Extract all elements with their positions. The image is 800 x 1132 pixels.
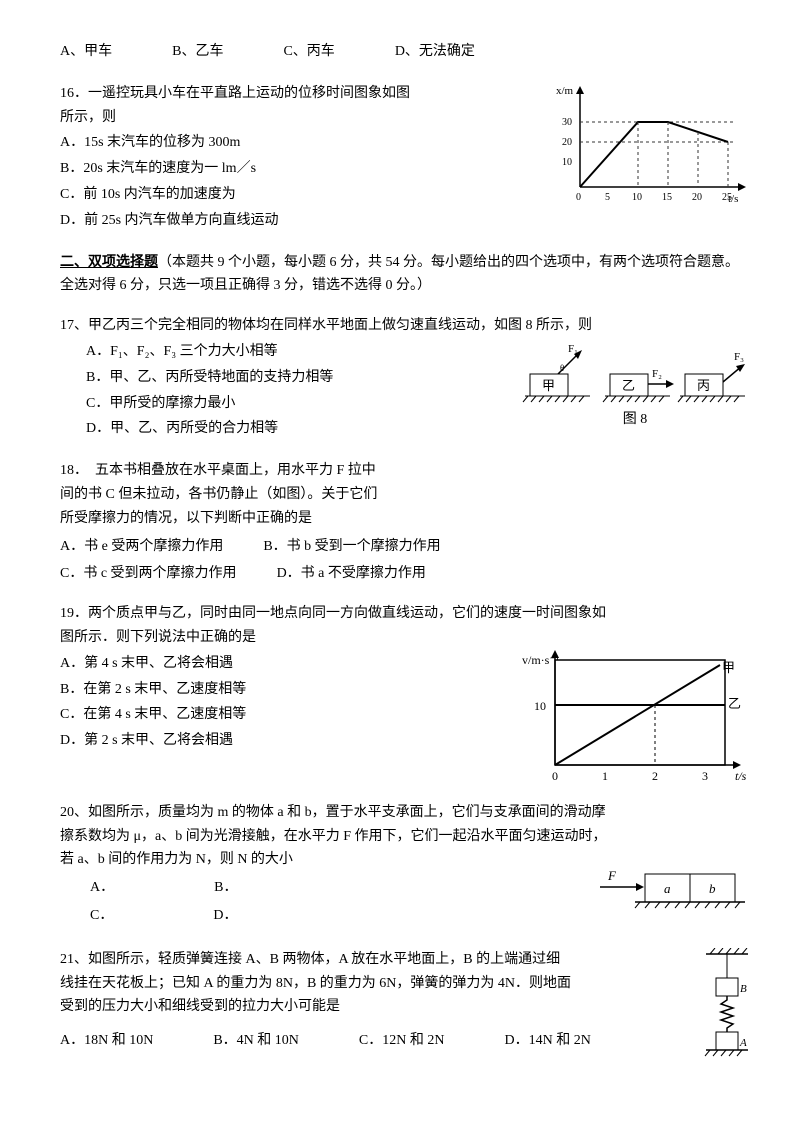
question-21: B A 21、如图所示，轻质弹簧连接 A、B 两物体，A 放在水平地面上，B 的… [60, 948, 750, 1068]
svg-text:t/s: t/s [735, 769, 747, 783]
q20-choice-c: C． [90, 904, 113, 928]
q20-choice-a: A． [90, 876, 114, 900]
q18-choice-b: B．书 b 受到一个摩擦力作用 [263, 535, 440, 559]
svg-text:0: 0 [576, 192, 581, 203]
option-c: C、丙车 [283, 40, 334, 64]
question15-options: A、甲车 B、乙车 C、丙车 D、无法确定 [60, 40, 750, 64]
svg-text:v/m·s⁻¹: v/m·s⁻¹ [522, 653, 560, 667]
svg-text:θ: θ [560, 363, 564, 373]
q16-graph: x/m t/s 10 20 30 0 5 10 15 20 25 [550, 82, 750, 207]
option-b: B、乙车 [172, 40, 223, 64]
option-d: D、无法确定 [395, 40, 475, 64]
ylabel: x/m [556, 85, 574, 97]
q18-stem-1: 18． 五本书相叠放在水平桌面上，用水平力 F 拉中 [60, 459, 750, 483]
svg-text:B: B [740, 983, 747, 995]
q17-fig-caption: 图 8 [520, 408, 750, 432]
question-19: 19．两个质点甲与乙，同时由同一地点向同一方向做直线运动，它们的速度一时间图象如… [60, 602, 750, 785]
svg-text:b: b [709, 881, 716, 896]
svg-text:F₃: F₃ [734, 351, 744, 363]
q19-stem-2: 图所示．则下列说法中正确的是 [60, 626, 750, 650]
svg-text:a: a [664, 881, 671, 896]
svg-text:甲: 甲 [722, 660, 735, 675]
q21-stem-1: 21、如图所示，轻质弹簧连接 A、B 两物体，A 放在水平地面上，B 的上端通过… [60, 948, 750, 972]
question-16: x/m t/s 10 20 30 0 5 10 15 20 25 16．一遥控玩… [60, 82, 750, 235]
q21-figure: B A [704, 948, 750, 1068]
svg-text:2: 2 [652, 769, 658, 783]
q20-choice-d: D． [213, 904, 237, 928]
q21-choice-c: C．12N 和 2N [359, 1029, 445, 1053]
svg-text:25: 25 [722, 192, 732, 203]
q21-choice-d: D．14N 和 2N [504, 1029, 590, 1053]
svg-text:10: 10 [632, 192, 642, 203]
q20-figure: F a b [590, 862, 750, 917]
option-a: A、甲车 [60, 40, 112, 64]
q18-choice-d: D．书 a 不受摩擦力作用 [277, 562, 426, 586]
question-17: 17、甲乙丙三个完全相同的物体均在同样水平地面上做匀速直线运动，如图 8 所示，… [60, 314, 750, 443]
q17-figure: 甲 F₁ θ 乙 F₂ 丙 F₃ [520, 344, 750, 432]
q18-stem-2: 间的书 C 但未拉动，各书仍静止（如图）。关于它们 [60, 483, 750, 507]
svg-text:1: 1 [602, 769, 608, 783]
q19-stem-1: 19．两个质点甲与乙，同时由同一地点向同一方向做直线运动，它们的速度一时间图象如 [60, 602, 750, 626]
q21-stem-3: 受到的压力大小和细线受到的拉力大小可能是 [60, 995, 750, 1019]
question-20: 20、如图所示，质量均为 m 的物体 a 和 b，置于水平支承面上，它们与支承面… [60, 801, 750, 932]
svg-text:10: 10 [534, 699, 546, 713]
q20-choice-b: B． [214, 876, 237, 900]
section-2-header: 二、双项选择题（本题共 9 个小题，每小题 6 分，共 54 分。每小题给出的四… [60, 251, 750, 299]
section-2-title: 二、双项选择题 [60, 255, 158, 270]
question-18: 18． 五本书相叠放在水平桌面上，用水平力 F 拉中 间的书 C 但未拉动，各书… [60, 459, 750, 586]
svg-text:乙: 乙 [622, 378, 635, 393]
svg-text:甲: 甲 [542, 378, 555, 393]
svg-text:20: 20 [692, 192, 702, 203]
svg-text:丙: 丙 [697, 378, 710, 393]
svg-text:0: 0 [552, 769, 558, 783]
svg-text:10: 10 [562, 157, 572, 168]
q18-choice-a: A．书 e 受两个摩擦力作用 [60, 535, 223, 559]
svg-text:F: F [607, 868, 617, 883]
section-2-desc: （本题共 9 个小题，每小题 6 分，共 54 分。每小题给出的四个选项中，有两… [60, 255, 739, 294]
q18-choice-c: C．书 c 受到两个摩擦力作用 [60, 562, 237, 586]
q19-graph: v/m·s⁻¹ t/s 10 乙 甲 0 1 2 3 [520, 650, 750, 785]
q16-choice-d: D．前 25s 内汽车做单方向直线运动 [60, 209, 750, 233]
svg-text:30: 30 [562, 117, 572, 128]
q20-stem-2: 擦系数均为 μ，a、b 间为光滑接触，在水平力 F 作用下，它们一起沿水平面匀速… [60, 825, 750, 849]
svg-text:A: A [739, 1037, 747, 1049]
svg-text:3: 3 [702, 769, 708, 783]
q20-stem-1: 20、如图所示，质量均为 m 的物体 a 和 b，置于水平支承面上，它们与支承面… [60, 801, 750, 825]
svg-text:F₂: F₂ [652, 368, 662, 380]
svg-text:乙: 乙 [728, 696, 741, 711]
svg-text:F₁: F₁ [568, 344, 578, 355]
q18-stem-3: 所受摩擦力的情况，以下判断中正确的是 [60, 507, 750, 531]
q21-choice-b: B．4N 和 10N [213, 1029, 299, 1053]
q21-stem-2: 线挂在天花板上；已知 A 的重力为 8N，B 的重力为 6N，弹簧的弹力为 4N… [60, 972, 750, 996]
svg-text:5: 5 [605, 192, 610, 203]
q17-stem: 17、甲乙丙三个完全相同的物体均在同样水平地面上做匀速直线运动，如图 8 所示，… [60, 314, 750, 338]
svg-text:20: 20 [562, 137, 572, 148]
q21-choice-a: A．18N 和 10N [60, 1029, 153, 1053]
svg-text:15: 15 [662, 192, 672, 203]
